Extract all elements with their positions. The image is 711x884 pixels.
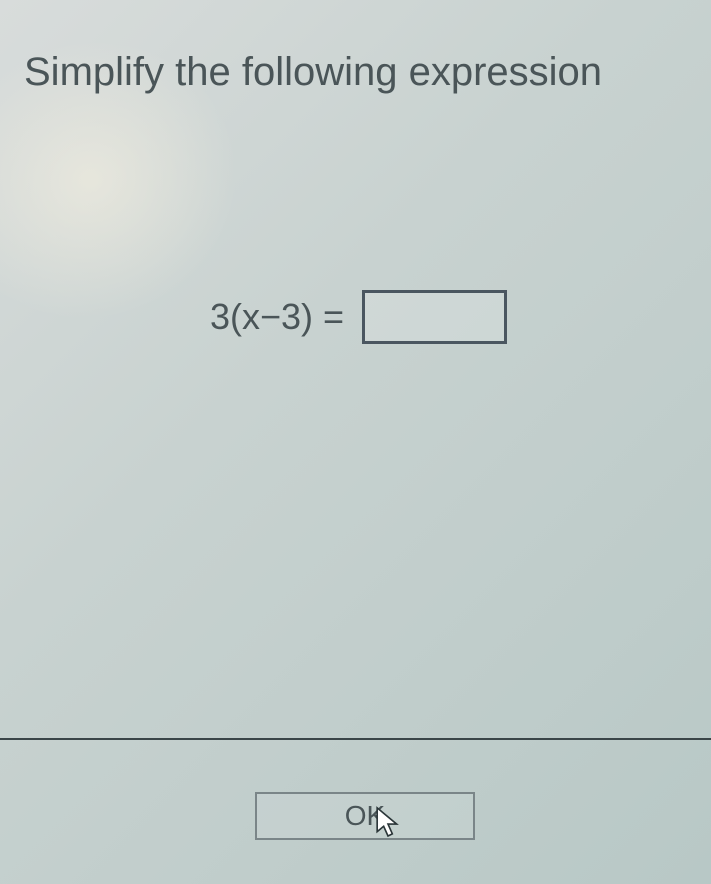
expression-row: 3(x−3) = bbox=[210, 290, 507, 344]
answer-input[interactable] bbox=[362, 290, 507, 344]
ok-button[interactable]: OK bbox=[255, 792, 475, 840]
section-divider bbox=[0, 738, 711, 740]
expression-lhs: 3(x−3) = bbox=[210, 296, 344, 338]
instruction-title: Simplify the following expression bbox=[24, 50, 602, 95]
ok-button-label: OK bbox=[345, 800, 385, 832]
